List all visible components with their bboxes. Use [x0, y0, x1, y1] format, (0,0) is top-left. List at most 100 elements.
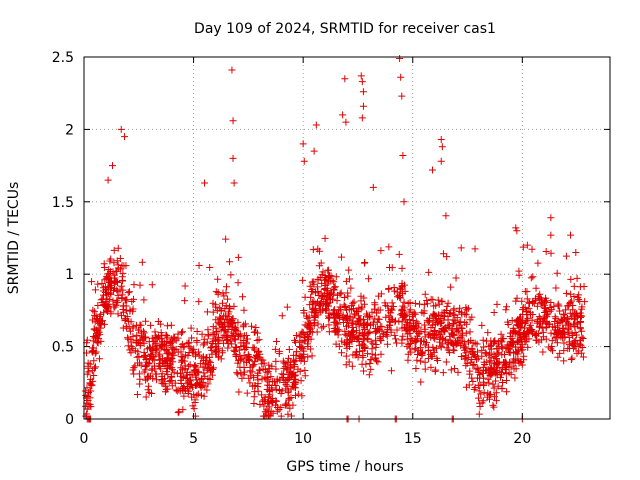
data-point — [152, 333, 160, 341]
data-point — [517, 335, 525, 343]
data-point — [273, 407, 281, 415]
data-point — [532, 284, 540, 292]
data-point — [290, 383, 298, 391]
data-point — [101, 288, 109, 296]
data-point — [528, 326, 536, 334]
data-point — [523, 241, 531, 249]
data-point — [550, 302, 558, 310]
data-point — [193, 368, 201, 376]
data-point — [491, 337, 499, 345]
data-point — [251, 358, 259, 366]
data-point — [285, 354, 293, 362]
data-point — [157, 344, 165, 352]
data-point — [486, 372, 494, 380]
data-point — [531, 331, 539, 339]
data-point — [406, 344, 414, 352]
data-point — [355, 332, 363, 340]
data-point — [462, 349, 470, 357]
data-point — [529, 273, 537, 281]
data-point — [512, 317, 520, 325]
data-point — [361, 259, 369, 267]
chart-title: Day 109 of 2024, SRMTID for receiver cas… — [194, 21, 496, 37]
data-point — [175, 408, 183, 416]
data-point — [433, 354, 441, 362]
data-point — [543, 319, 551, 327]
data-point — [146, 345, 154, 353]
data-point — [345, 358, 353, 366]
data-point — [306, 301, 314, 309]
data-point — [562, 289, 570, 297]
data-point — [204, 331, 212, 339]
data-point — [520, 352, 528, 360]
data-point — [194, 379, 202, 387]
data-point — [285, 345, 293, 353]
data-point — [572, 343, 580, 351]
data-point — [180, 392, 188, 400]
data-point — [170, 333, 178, 341]
data-point — [376, 306, 384, 314]
data-point — [451, 365, 459, 373]
data-point — [394, 293, 402, 301]
data-point — [554, 353, 562, 361]
data-point — [481, 360, 489, 368]
data-point — [136, 281, 144, 289]
data-point — [354, 353, 362, 361]
data-point — [425, 318, 433, 326]
data-point — [398, 264, 406, 272]
x-tick-label: 15 — [404, 431, 422, 447]
data-point — [469, 339, 477, 347]
data-point — [219, 299, 227, 307]
data-point — [338, 337, 346, 345]
data-point — [396, 54, 404, 62]
data-point — [136, 375, 144, 383]
data-point — [533, 330, 541, 338]
data-point — [437, 136, 445, 144]
data-point — [409, 311, 417, 319]
data-point — [566, 298, 574, 306]
data-point — [181, 297, 189, 305]
data-point — [319, 293, 327, 301]
data-point — [462, 329, 470, 337]
data-point — [259, 356, 267, 364]
data-point — [286, 368, 294, 376]
data-point — [130, 370, 138, 378]
data-point — [277, 412, 285, 420]
data-point — [430, 328, 438, 336]
data-point — [90, 371, 98, 379]
data-point — [249, 362, 257, 370]
data-point — [203, 386, 211, 394]
data-point — [500, 335, 508, 343]
data-point — [560, 347, 568, 355]
data-point — [332, 328, 340, 336]
data-point — [341, 327, 349, 335]
data-point — [502, 306, 510, 314]
data-point — [402, 321, 410, 329]
data-point — [186, 376, 194, 384]
data-point — [421, 290, 429, 298]
data-point — [318, 324, 326, 332]
data-point — [431, 335, 439, 343]
data-point — [250, 399, 258, 407]
data-point — [299, 329, 307, 337]
data-point — [101, 276, 109, 284]
data-point — [518, 319, 526, 327]
data-point — [147, 321, 155, 329]
data-point — [503, 362, 511, 370]
data-point — [272, 337, 280, 345]
data-point — [250, 374, 258, 382]
data-point — [349, 314, 357, 322]
data-point — [580, 282, 588, 290]
data-point — [439, 335, 447, 343]
data-point — [486, 349, 494, 357]
data-point — [565, 302, 573, 310]
data-point — [420, 321, 428, 329]
data-point — [95, 355, 103, 363]
data-point — [127, 338, 135, 346]
data-point — [129, 332, 137, 340]
data-point — [129, 323, 137, 331]
data-point — [263, 369, 271, 377]
data-point — [371, 315, 379, 323]
data-point — [568, 297, 576, 305]
data-point — [222, 315, 230, 323]
